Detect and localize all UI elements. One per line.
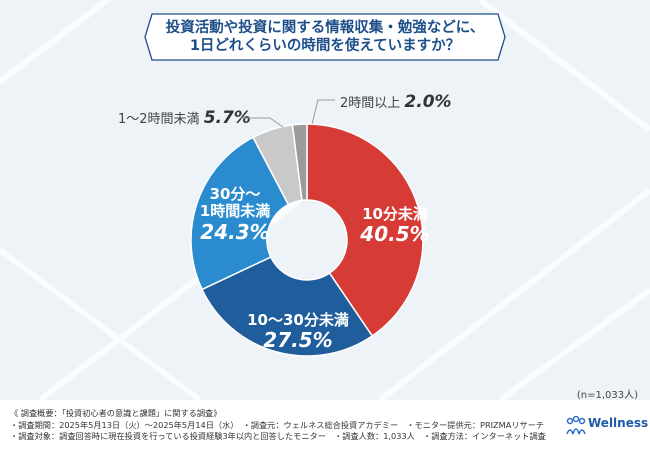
question-title: 投資活動や投資に関する情報収集・勉強などに、 1日どれくらいの時間を使えていますか… [144,13,506,61]
note-line: 《 調査概要：「投資初心者の意識と課題」に関する調査》 [10,408,222,418]
sample-size: (n=1,033人) [576,390,638,401]
slice-label-1-2h: 1〜2時間未満 5.7% [118,108,251,128]
slice-label-10-30min: 10〜30分未満 27.5% [247,311,349,353]
leader-lines [240,99,335,128]
pie-slice-2 [190,136,290,291]
survey-notes: 《 調査概要：「投資初心者の意識と課題」に関する調査》 ・調査期間：2025年5… [10,408,546,443]
background-pattern [0,0,650,400]
slice-label-30min-1h: 30分〜 1時間未満 24.3% [199,185,271,244]
slice-label-2h-plus: 2時間以上 2.0% [340,92,452,112]
pie-slice-4 [291,123,308,202]
donut-chart [190,123,424,357]
note-line: ・調査対象：調査回答時に現在投資を行っている投資経験3年以内と回答したモニター … [10,431,546,441]
wellness-logo: Wellness [566,414,649,438]
title-line-2: 1日どれくらいの時間を使えていますか？ [189,38,461,54]
logo-text: Wellness [588,416,649,430]
slice-label-10min: 10分未満 40.5% [360,205,430,247]
pie-slice-1 [201,256,374,357]
pie-slice-0 [306,123,424,337]
footer [0,400,650,450]
title-line-1: 投資活動や投資に関する情報収集・勉強などに、 [165,20,485,36]
note-line: ・調査期間：2025年5月13日（火）〜2025年5月14日（水） ・調査元：ウ… [10,419,545,430]
